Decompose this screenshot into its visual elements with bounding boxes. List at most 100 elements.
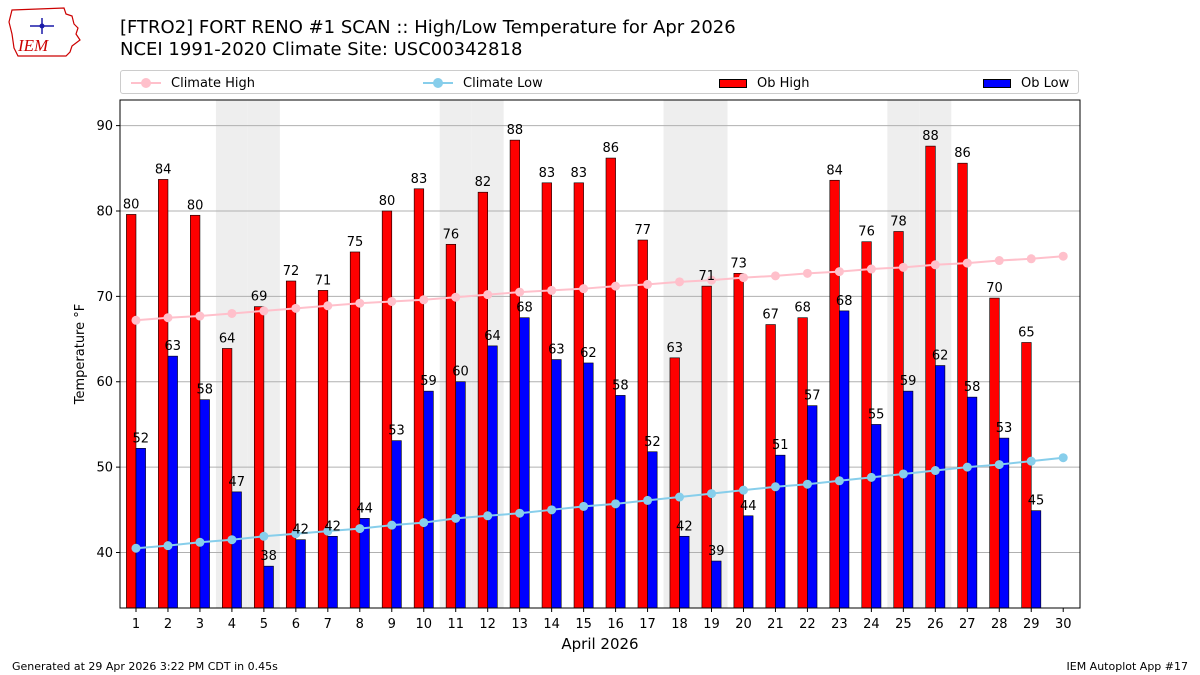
ob-high-bar	[893, 231, 904, 609]
ob-low-value-label: 42	[324, 519, 341, 534]
ob-high-value-label: 71	[315, 273, 332, 288]
x-tick-label: 17	[639, 617, 656, 632]
y-tick-label: 90	[96, 119, 113, 134]
x-tick-label: 29	[1023, 617, 1040, 632]
ob-high-bar	[669, 357, 680, 609]
ob-low-value-label: 44	[740, 499, 757, 514]
ob-low-bar	[135, 448, 146, 609]
ob-high-value-label: 84	[826, 163, 843, 178]
ob-high-value-label: 82	[475, 175, 492, 190]
ob-high-bar	[925, 145, 936, 609]
ob-low-bar	[935, 365, 946, 609]
ob-low-value-label: 42	[676, 519, 693, 534]
climate-high-point	[355, 298, 365, 308]
climate-low-point	[515, 508, 525, 518]
ob-low-value-label: 58	[612, 378, 629, 393]
ob-low-value-label: 53	[388, 424, 405, 439]
ob-low-value-label: 62	[580, 346, 597, 361]
ob-low-bar	[519, 317, 530, 609]
x-tick-label: 13	[511, 617, 528, 632]
ob-high-bar	[733, 273, 744, 609]
x-tick-label: 16	[607, 617, 624, 632]
ob-low-bar	[583, 362, 594, 609]
ob-low-bar	[231, 491, 242, 609]
climate-high-point	[898, 262, 908, 272]
climate-high-point	[131, 315, 141, 325]
x-tick-label: 27	[959, 617, 976, 632]
x-tick-label: 6	[292, 617, 300, 632]
x-tick-label: 5	[260, 617, 268, 632]
ob-high-value-label: 72	[283, 264, 300, 279]
climate-low-point	[227, 535, 237, 545]
climate-high-point	[962, 258, 972, 268]
climate-low-point	[866, 472, 876, 482]
ob-low-value-label: 39	[708, 544, 725, 559]
ob-low-value-label: 47	[228, 475, 245, 490]
ob-low-bar	[839, 310, 850, 609]
x-tick-label: 18	[671, 617, 688, 632]
ob-high-bar	[989, 297, 1000, 609]
climate-high-point	[547, 285, 557, 295]
climate-low-point	[834, 476, 844, 486]
ob-low-bar	[966, 396, 978, 609]
ob-low-value-label: 44	[356, 501, 373, 516]
x-tick-label: 3	[196, 617, 204, 632]
ob-high-value-label: 83	[411, 172, 428, 187]
climate-high-point	[483, 290, 493, 300]
ob-low-value-label: 68	[516, 301, 533, 316]
x-axis-label: April 2026	[561, 635, 638, 653]
climate-low-point	[930, 466, 940, 476]
ob-low-bar	[1030, 510, 1042, 609]
climate-high-line	[135, 255, 1064, 322]
x-tick-label: 12	[479, 617, 496, 632]
climate-low-point	[579, 501, 589, 511]
y-tick-label: 50	[96, 461, 113, 476]
climate-high-point	[579, 284, 589, 294]
ob-high-bar	[413, 188, 425, 609]
x-tick-label: 24	[863, 617, 880, 632]
climate-high-point	[802, 268, 812, 278]
ob-high-bar	[797, 317, 808, 609]
ob-low-bar	[711, 560, 722, 609]
climate-high-point	[163, 313, 173, 323]
ob-high-value-label: 67	[762, 308, 779, 323]
climate-low-point	[291, 529, 301, 539]
ob-high-value-label: 68	[794, 301, 811, 316]
legend-item-ob-high: Ob High	[719, 71, 810, 95]
climate-high-point	[930, 260, 940, 270]
legend-label: Ob High	[757, 75, 810, 91]
climate-high-point	[387, 296, 397, 306]
climate-low-point	[1058, 453, 1068, 463]
y-tick-label: 80	[96, 204, 113, 219]
ob-high-value-label: 76	[858, 225, 875, 240]
climate-low-point	[1026, 456, 1036, 466]
ob-high-value-label: 83	[571, 166, 588, 181]
y-tick-label: 40	[96, 546, 113, 561]
climate-high-point	[611, 281, 621, 291]
ob-low-value-label: 64	[484, 329, 501, 344]
ob-high-bar	[701, 285, 712, 609]
x-tick-label: 14	[543, 617, 560, 632]
climate-low-point	[611, 499, 621, 509]
legend-item-climate-high: Climate High	[131, 71, 255, 95]
legend-label: Ob Low	[1021, 75, 1070, 91]
y-tick-label: 60	[96, 375, 113, 390]
ob-high-bar	[573, 182, 584, 609]
ob-low-patch-icon	[983, 78, 1011, 88]
ob-low-value-label: 52	[644, 435, 661, 450]
ob-high-bar	[829, 179, 840, 609]
climate-high-point	[770, 271, 780, 281]
climate-high-point	[1058, 251, 1068, 261]
ob-high-value-label: 88	[507, 123, 524, 138]
generated-footer: Generated at 29 Apr 2026 3:22 PM CDT in …	[12, 660, 278, 673]
climate-high-point	[675, 277, 685, 287]
ob-low-bar	[903, 390, 914, 609]
ob-high-bar	[541, 182, 552, 609]
climate-low-point	[451, 513, 461, 523]
ob-low-bar	[167, 355, 178, 609]
ob-high-value-label: 88	[922, 129, 939, 144]
ob-low-value-label: 51	[772, 438, 789, 453]
x-tick-label: 1	[132, 617, 140, 632]
climate-low-point	[131, 543, 141, 553]
